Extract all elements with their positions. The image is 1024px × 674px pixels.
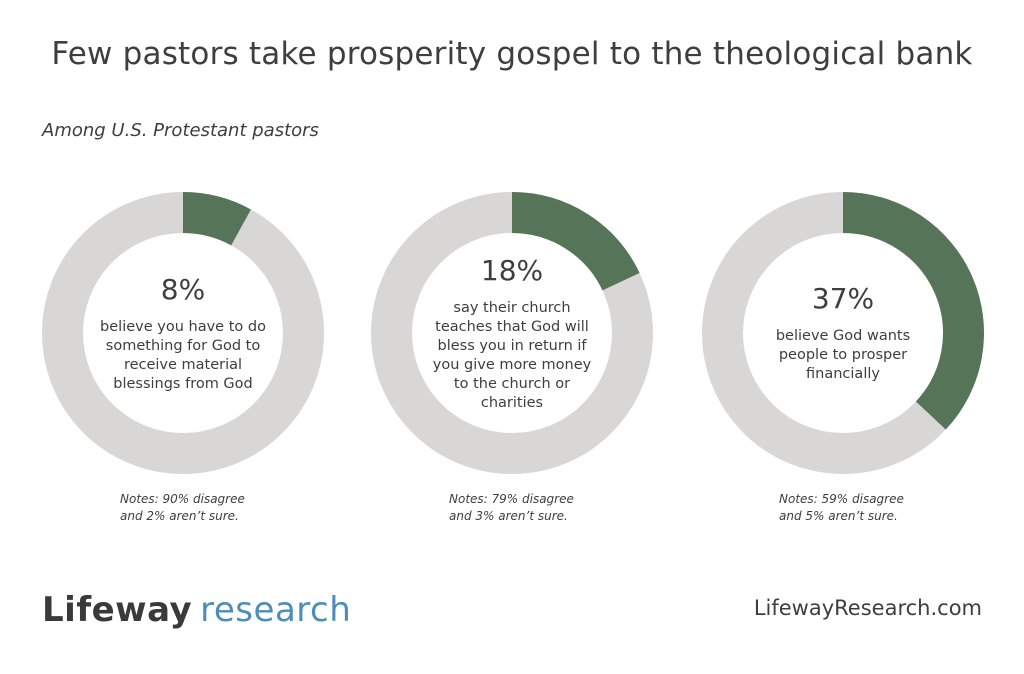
lifeway-research-logo: Lifeway research: [42, 590, 351, 630]
note-2: Notes: 79% disagree and 3% aren’t sure.: [449, 491, 574, 525]
donut-svg-1: [42, 192, 324, 474]
note-2-line-2: and 3% aren’t sure.: [449, 509, 568, 523]
donut-center-1: 8% believe you have to do something for …: [83, 233, 283, 433]
donut-svg-2: [371, 192, 653, 474]
logo-research-word: research: [200, 590, 352, 630]
note-3: Notes: 59% disagree and 5% aren’t sure.: [779, 491, 904, 525]
note-3-line-1: Notes: 59% disagree: [779, 492, 904, 506]
donut-svg-3: [702, 192, 984, 474]
donut-slice-2: [511, 192, 640, 291]
logo-brand: Lifeway: [42, 590, 193, 630]
donut-center-3: 37% believe God wants people to prosper …: [743, 233, 943, 433]
site-url: LifewayResearch.com: [753, 596, 982, 620]
note-1-line-1: Notes: 90% disagree: [120, 492, 245, 506]
donut-description-3: believe God wants people to prosper fina…: [775, 328, 911, 382]
donut-slice-1: [182, 192, 251, 246]
donut-percent-1: 8%: [160, 272, 206, 306]
donut-slice-3: [842, 192, 984, 430]
donut-chart-2: 18% say their church teaches that God wi…: [371, 192, 653, 474]
note-3-line-2: and 5% aren’t sure.: [779, 509, 898, 523]
donut-percent-3: 37%: [811, 282, 875, 315]
note-2-line-1: Notes: 79% disagree: [449, 492, 574, 506]
donut-center-2: 18% say their church teaches that God wi…: [412, 233, 612, 433]
page-subtitle: Among U.S. Protestant pastors: [42, 120, 319, 141]
donut-percent-2: 18%: [480, 253, 544, 287]
note-1: Notes: 90% disagree and 2% aren’t sure.: [120, 491, 245, 525]
donut-chart-3: 37% believe God wants people to prosper …: [702, 192, 984, 474]
page-title: Few pastors take prosperity gospel to th…: [51, 36, 973, 72]
donut-description-1: believe you have to do something for God…: [100, 318, 266, 392]
donut-chart-1: 8% believe you have to do something for …: [42, 192, 324, 474]
note-1-line-2: and 2% aren’t sure.: [120, 509, 239, 523]
donut-description-2: say their church teaches that God will b…: [432, 299, 592, 411]
